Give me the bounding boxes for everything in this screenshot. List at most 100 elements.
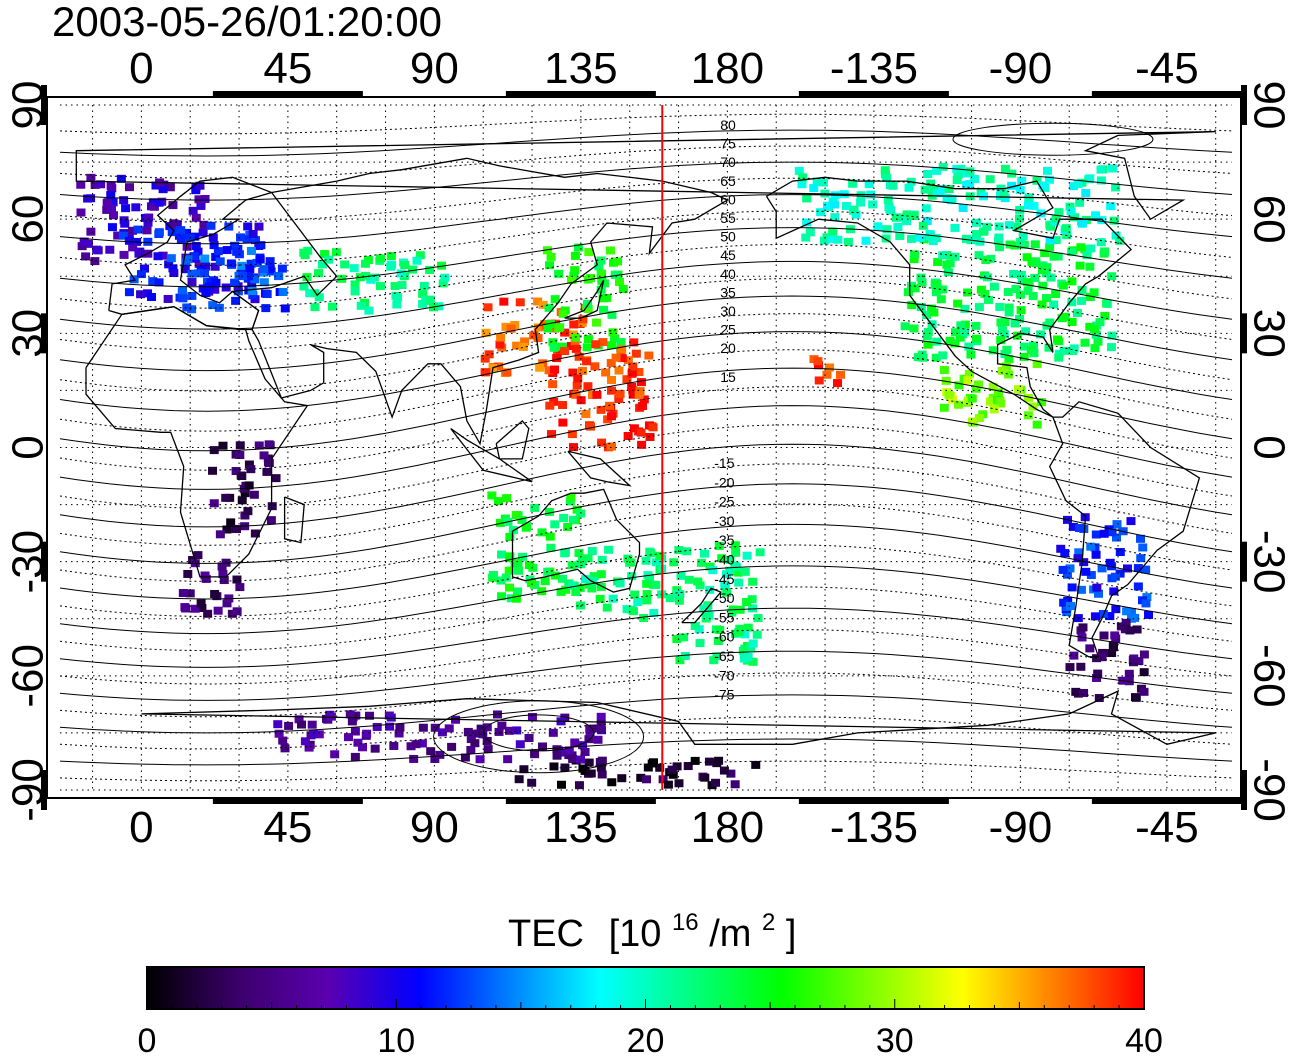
tec-cell	[615, 389, 625, 398]
tec-cell	[993, 388, 1003, 397]
tec-cell	[607, 778, 617, 787]
magnetic-contour	[59, 386, 1233, 471]
tec-cell	[1096, 238, 1106, 247]
tec-cell	[1105, 612, 1115, 621]
frame-bar-bottom	[798, 798, 949, 804]
tec-cell	[324, 255, 334, 264]
tec-cell	[1115, 548, 1125, 557]
tec-cell	[722, 570, 732, 579]
tec-cell	[564, 751, 574, 760]
frame-bar-left	[41, 85, 47, 125]
tec-cell	[188, 206, 198, 215]
longitude-label: 45	[263, 44, 312, 93]
tec-cell	[254, 222, 264, 231]
tec-cell	[693, 577, 703, 586]
tec-cell	[1016, 237, 1026, 246]
tec-cell	[1094, 694, 1104, 703]
tec-cell	[856, 198, 866, 207]
latitude-label: -30	[1244, 530, 1292, 594]
tec-cell	[633, 597, 643, 606]
tec-cell	[1058, 281, 1068, 290]
tec-cell	[734, 578, 744, 587]
tec-cell	[1090, 325, 1100, 334]
tec-cell	[105, 245, 115, 254]
tec-cell	[1085, 174, 1095, 183]
tec-cell	[561, 585, 571, 594]
tec-cell	[1009, 269, 1019, 278]
tec-cell	[578, 741, 588, 750]
tec-cell	[1051, 236, 1061, 245]
tec-cell	[581, 575, 591, 584]
latitude-labels-left: 90 60 30 0 -30 -60 -90	[4, 81, 53, 822]
tec-cell	[510, 559, 520, 568]
tec-cell	[518, 342, 528, 351]
tec-cell	[592, 390, 602, 399]
tec-cell	[1066, 602, 1076, 611]
tec-cell	[1133, 564, 1143, 573]
tec-cell	[584, 758, 594, 767]
magnetic-latitude-label: -65	[714, 648, 734, 664]
tec-cell	[178, 286, 188, 295]
tec-cell	[577, 366, 587, 375]
tec-cell	[102, 198, 112, 207]
tec-cell	[740, 630, 750, 639]
tec-cell	[1059, 598, 1069, 607]
magnetic-latitude-label: -30	[714, 513, 734, 529]
latitude-label: 90	[4, 81, 53, 130]
tec-cell	[190, 232, 200, 241]
tec-cell	[395, 723, 405, 732]
colorbar-title-quantity: TEC	[508, 913, 584, 955]
tec-cell	[950, 252, 960, 261]
tec-cell	[1115, 569, 1125, 578]
tec-cell	[302, 273, 312, 282]
tec-cell	[568, 515, 578, 524]
tec-cell	[265, 257, 275, 266]
tec-cell	[200, 194, 210, 203]
magnetic-latitude-label: 40	[720, 266, 736, 282]
magnetic-contour	[59, 349, 1233, 432]
tec-cell	[1097, 653, 1107, 662]
tec-cell	[926, 179, 936, 188]
tec-cell	[636, 378, 646, 387]
tec-cell	[221, 493, 231, 502]
tec-cell	[748, 639, 758, 648]
tec-cell	[278, 736, 288, 745]
tec-cell	[169, 219, 179, 228]
tec-cell	[265, 265, 275, 274]
latitude-label: -60	[4, 644, 53, 708]
tec-cell	[249, 490, 259, 499]
magnetic-latitude-label: -20	[714, 474, 734, 490]
tec-cell	[447, 742, 457, 751]
tec-cell	[570, 333, 580, 342]
tec-cell	[695, 639, 705, 648]
tec-cell	[1126, 608, 1136, 617]
tec-cell	[608, 594, 618, 603]
colorbar-title: TEC [10 16 /m 2 ]	[508, 897, 796, 955]
tec-cell	[668, 770, 678, 779]
tec-cell	[119, 196, 129, 205]
tec-cell	[1077, 296, 1087, 305]
north-magnetic-pole-loop	[952, 122, 1154, 156]
tec-cell	[672, 762, 682, 771]
tec-cell	[543, 324, 553, 333]
tec-cell	[1091, 330, 1101, 339]
tec-cell	[308, 729, 318, 738]
tec-cell	[915, 233, 925, 242]
longitude-label: 90	[410, 44, 459, 93]
tec-cell	[1067, 317, 1077, 326]
tec-cell	[264, 440, 274, 449]
tec-cell	[597, 770, 607, 779]
tec-cell	[933, 258, 943, 267]
tec-cell	[533, 297, 543, 306]
tec-cell	[917, 278, 927, 287]
tec-cell	[639, 613, 649, 622]
tec-cell	[356, 301, 366, 310]
longitude-label: -90	[989, 803, 1053, 852]
tec-cell	[213, 247, 223, 256]
tec-cell	[505, 583, 515, 592]
tec-cell	[1076, 243, 1086, 252]
magnetic-contour	[59, 760, 1233, 782]
magnetic-latitude-label: -35	[714, 532, 734, 548]
frame-bar-top	[1091, 91, 1242, 97]
tec-cell	[743, 623, 753, 632]
